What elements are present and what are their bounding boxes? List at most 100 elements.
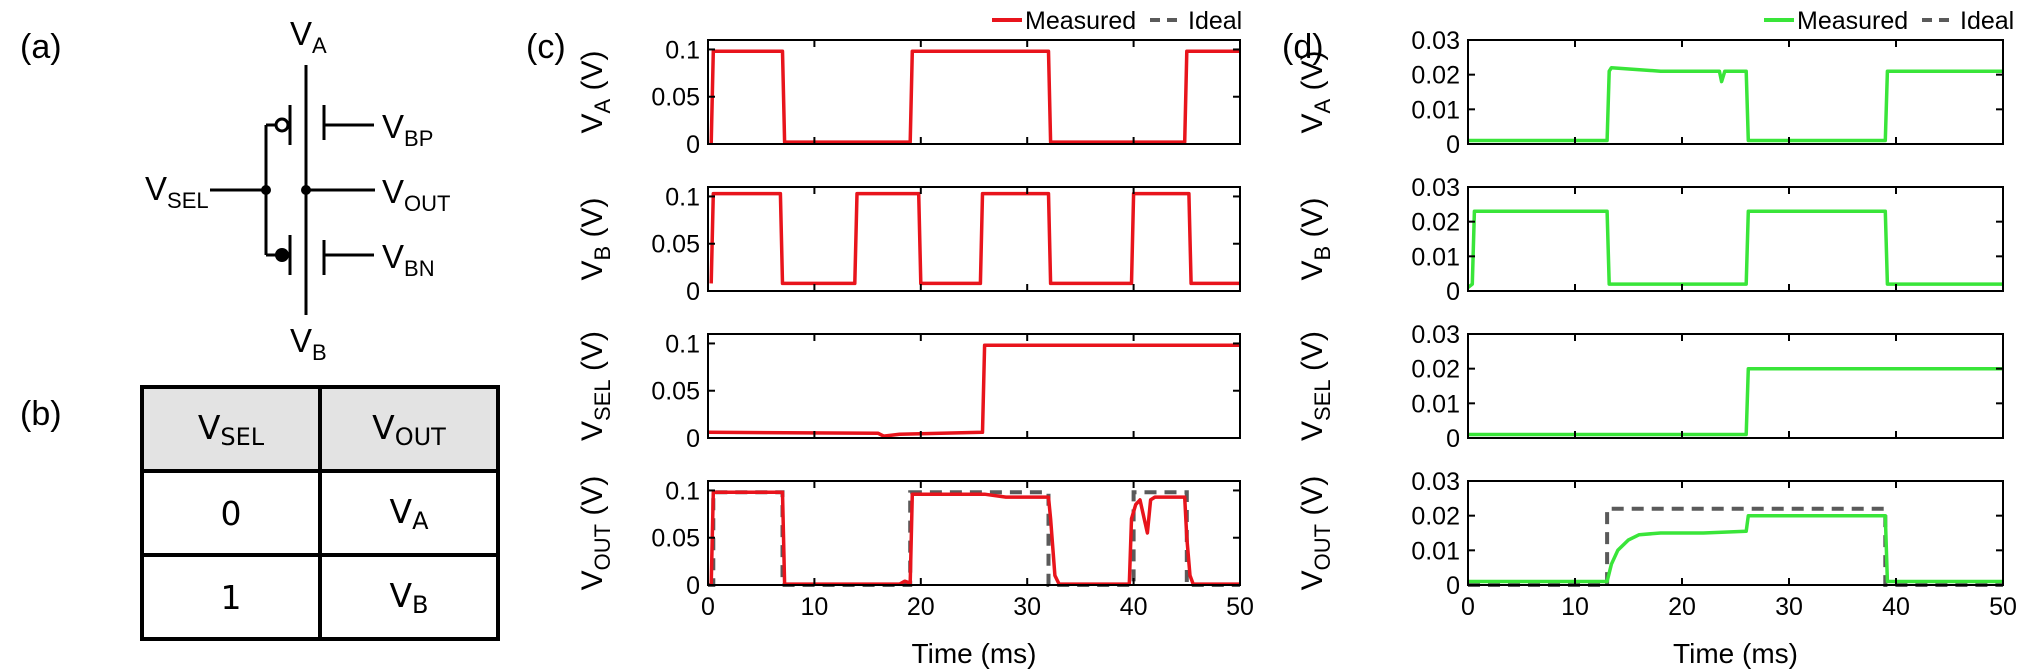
y-tick-label: 0	[1446, 425, 1460, 453]
y-axis-label-base: V	[1296, 114, 1329, 134]
y-tick-label: 0.05	[651, 378, 700, 406]
x-axis-label: Time (ms)	[912, 638, 1037, 669]
vb-label: VB	[290, 322, 327, 365]
y-tick-label: 0.03	[1411, 27, 1460, 55]
measured-series-line	[709, 490, 1240, 586]
panel-label-d: (d)	[1282, 28, 1324, 66]
panel-label-a: (a)	[20, 28, 62, 66]
x-tick-label: 0	[701, 593, 715, 621]
y-axis-label: VSEL (V)	[1296, 331, 1335, 441]
y-axis-label-unit: (V)	[1296, 50, 1329, 98]
y-axis-label-sub: SEL	[590, 379, 615, 421]
truth-table-row: 0 VA	[140, 469, 500, 557]
legend-label-measured: Measured	[1025, 7, 1136, 35]
vbp-label: VBP	[382, 108, 433, 151]
x-tick-label: 50	[1226, 593, 1254, 621]
y-tick-label: 0.01	[1411, 243, 1460, 271]
x-tick-label: 40	[1882, 593, 1910, 621]
y-axis-label-unit: (V)	[1296, 331, 1329, 379]
x-tick-label: 0	[1461, 593, 1475, 621]
subplot-b: 0 0.05 0.1 VB (V)	[576, 183, 1241, 306]
y-tick-label: 0.05	[651, 84, 700, 112]
y-tick-label: 0.1	[665, 477, 700, 505]
chart-legend: Measured Ideal	[992, 7, 1242, 35]
truth-table: VSEL VOUT 0 VA 1 VB	[140, 385, 500, 641]
truth-table-cell-sel: 1	[140, 553, 322, 641]
truth-table-cell-sel: 0	[140, 469, 322, 557]
x-tick-label: 10	[1561, 593, 1589, 621]
y-tick-label: 0	[1446, 131, 1460, 159]
y-axis-label-sub: OUT	[1310, 524, 1335, 570]
circuit-schematic: VA VB VSEL VOUT VBP VBN	[145, 15, 450, 365]
y-axis-label: VOUT (V)	[1296, 476, 1335, 591]
y-axis-label-unit: (V)	[576, 50, 609, 98]
y-tick-label: 0	[686, 425, 700, 453]
subplot-sel: 0 0.01 0.02 0.03 VSEL (V)	[1296, 321, 2004, 453]
y-axis-label-unit: (V)	[576, 197, 609, 245]
y-tick-label: 0.03	[1411, 321, 1460, 349]
legend-label-ideal: Ideal	[1960, 7, 2014, 35]
ideal-series-line	[708, 490, 1240, 587]
y-tick-label: 0.01	[1411, 390, 1460, 418]
measured-series-line	[707, 343, 1240, 438]
measured-series-line	[709, 191, 1240, 286]
y-tick-label: 0.02	[1411, 209, 1460, 237]
subplot-a: 0 0.05 0.1 VA (V)	[576, 36, 1241, 159]
y-tick-label: 0.1	[665, 36, 700, 64]
nmos-gate-dot	[275, 248, 289, 262]
y-axis-label-sub: A	[1310, 99, 1335, 114]
plot-frame	[707, 333, 1241, 439]
vsel-label: VSEL	[145, 170, 209, 213]
plot-frame	[707, 186, 1241, 292]
x-tick-label: 20	[907, 593, 935, 621]
truth-table-row: 1 VB	[140, 553, 500, 641]
x-tick-label: 30	[1775, 593, 1803, 621]
y-axis-label-sub: B	[1310, 246, 1335, 261]
subplot-sel: 0 0.05 0.1 VSEL (V)	[576, 330, 1241, 453]
vout-label: VOUT	[382, 173, 450, 216]
y-axis-label-base: V	[576, 114, 609, 134]
legend-label-measured: Measured	[1797, 7, 1908, 35]
plot-frame	[1467, 39, 2004, 145]
y-tick-label: 0	[686, 278, 700, 306]
truth-table-cell-out: VA	[318, 469, 500, 557]
y-tick-label: 0.01	[1411, 96, 1460, 124]
y-axis-label-base: V	[576, 421, 609, 441]
y-axis-label-base: V	[576, 261, 609, 281]
y-axis-label-sub: B	[590, 246, 615, 261]
chart-legend: Measured Ideal	[1764, 7, 2014, 35]
truth-table-header-vout: VOUT	[318, 385, 500, 473]
y-axis-label-unit: (V)	[1296, 197, 1329, 245]
pmos-bubble	[274, 117, 290, 133]
panel-label-c: (c)	[526, 28, 566, 66]
vsel-junction-dot	[261, 185, 271, 195]
y-tick-label: 0.1	[665, 183, 700, 211]
y-axis-label: VA (V)	[1296, 50, 1335, 133]
x-tick-label: 30	[1013, 593, 1041, 621]
y-axis-label: VSEL (V)	[576, 331, 615, 441]
y-axis-label-sub: OUT	[590, 524, 615, 570]
y-axis-label-unit: (V)	[1296, 476, 1329, 524]
y-axis-label-base: V	[1296, 421, 1329, 441]
y-tick-label: 0.02	[1411, 62, 1460, 90]
y-axis-label: VB (V)	[576, 197, 615, 280]
y-tick-label: 0.03	[1411, 174, 1460, 202]
measured-series-line	[1468, 65, 2003, 143]
vout-junction-dot	[301, 185, 311, 195]
y-tick-label: 0.03	[1411, 468, 1460, 496]
y-axis-label-sub: SEL	[1310, 379, 1335, 421]
y-axis-label-base: V	[1296, 570, 1329, 590]
measured-series-line	[709, 49, 1240, 145]
truth-table-header-row: VSEL VOUT	[140, 385, 500, 473]
x-axis-label: Time (ms)	[1673, 638, 1798, 669]
y-tick-label: 0.05	[651, 525, 700, 553]
plot-frame	[1467, 480, 2004, 586]
ideal-series-line	[1468, 506, 2003, 587]
y-tick-label: 0.01	[1411, 537, 1460, 565]
subplot-a: 0 0.01 0.02 0.03 VA (V)	[1296, 27, 2004, 159]
plot-frame	[1467, 333, 2004, 439]
y-tick-label: 0	[1446, 278, 1460, 306]
measured-series-line	[1466, 209, 2003, 289]
panel-label-b: (b)	[20, 395, 62, 433]
